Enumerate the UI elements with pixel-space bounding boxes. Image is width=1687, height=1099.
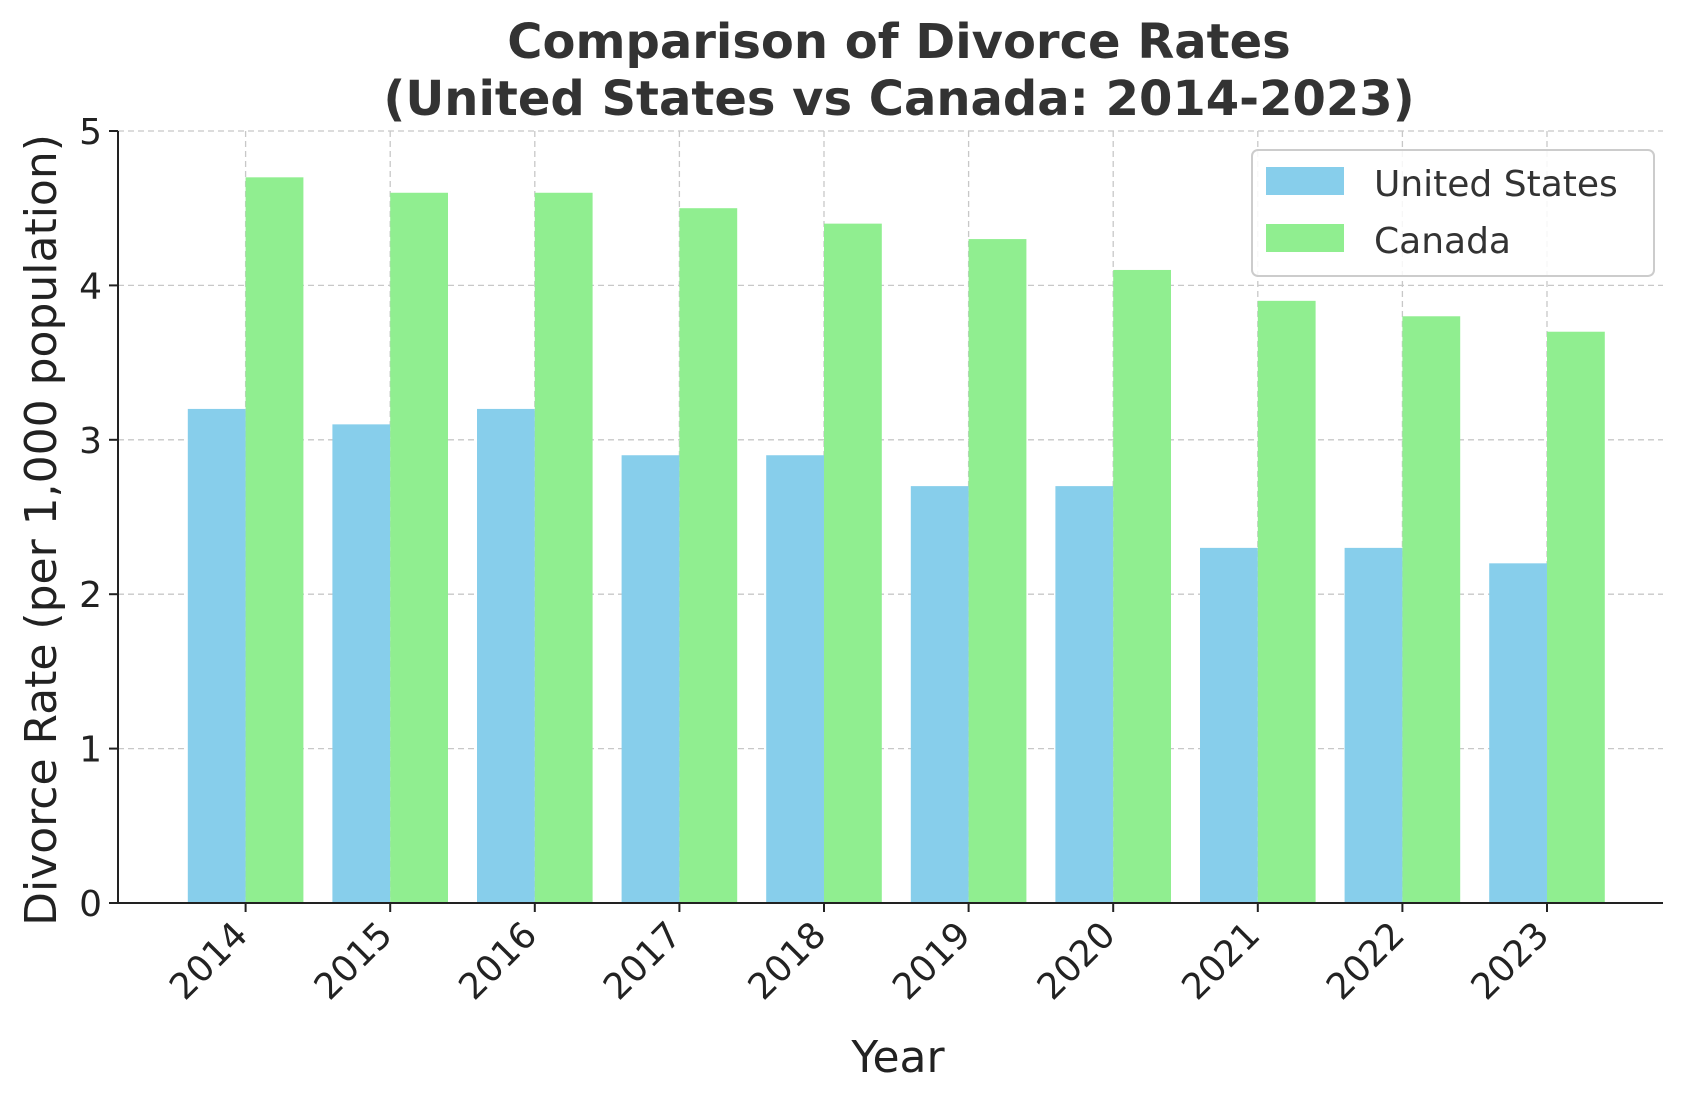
x-tick-label-2021: 2021 [1174,914,1268,1008]
legend-swatch-canada [1266,224,1344,252]
bar-canada-2015 [390,192,448,903]
bar-canada-2020 [1113,269,1171,904]
x-tick-label-2015: 2015 [307,914,401,1008]
bar-canada-2018 [824,223,882,903]
x-tick-label-2023: 2023 [1464,914,1558,1008]
bar-canada-2019 [968,239,1027,903]
bar-canada-2023 [1547,331,1605,904]
bar-united-states-2021 [1200,547,1258,903]
x-tick-label-2020: 2020 [1030,914,1124,1008]
bar-united-states-2016 [477,408,535,903]
legend-label-canada: Canada [1374,221,1511,262]
bar-canada-2016 [534,192,593,903]
bar-united-states-2023 [1489,563,1547,903]
bar-united-states-2017 [621,455,680,903]
bar-canada-2014 [245,177,304,903]
y-tick-label: 1 [79,730,102,771]
x-tick-label-2018: 2018 [741,914,835,1008]
legend-swatch-united-states [1266,167,1344,195]
bar-canada-2021 [1257,300,1316,904]
x-tick-label-2022: 2022 [1319,914,1413,1008]
y-tick-label: 3 [79,421,102,462]
bar-canada-2017 [679,208,738,903]
legend-box [1251,149,1655,277]
legend: United States Canada [1251,149,1655,277]
y-tick-label: 0 [79,884,102,925]
bar-united-states-2019 [910,486,969,903]
chart-title-line2: (United States vs Canada: 2014-2023) [383,71,1414,127]
bar-united-states-2022 [1344,547,1403,903]
bar-united-states-2020 [1055,486,1114,903]
y-axis-label: Divorce Rate (per 1,000 population) [16,134,67,926]
bar-united-states-2015 [332,424,391,903]
bar-united-states-2014 [187,408,246,903]
legend-label-united-states: United States [1374,164,1618,205]
x-axis-label: Year [850,1032,945,1083]
bars [187,177,1605,904]
y-tick-label: 5 [79,112,102,153]
chart-title-line1: Comparison of Divorce Rates [507,14,1290,70]
axes [109,130,1663,912]
bar-canada-2022 [1402,316,1461,903]
bar-united-states-2018 [766,455,824,903]
y-tick-label: 2 [79,575,102,616]
y-tick-label: 4 [79,266,102,307]
x-tick-label-2016: 2016 [451,914,545,1008]
x-tick-label-2017: 2017 [596,914,690,1008]
x-tick-label-2014: 2014 [162,914,256,1008]
x-tick-label-2019: 2019 [885,914,979,1008]
